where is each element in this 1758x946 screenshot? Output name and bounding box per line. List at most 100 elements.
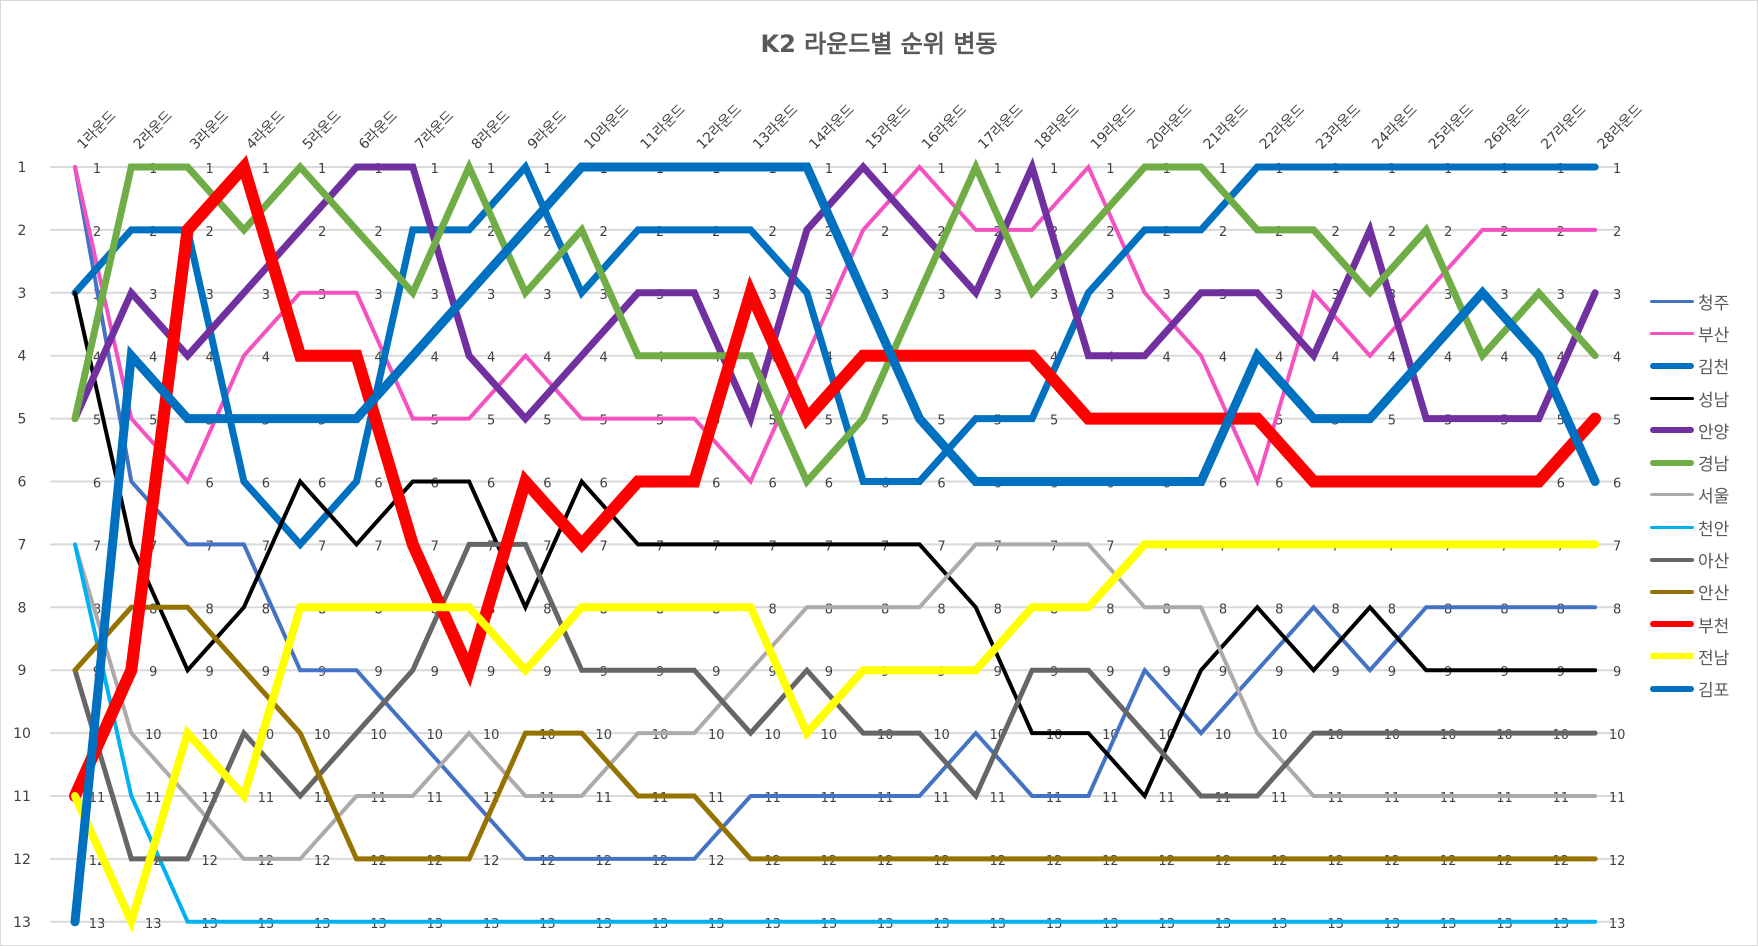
data-label: 5 <box>1388 414 1396 429</box>
data-label: 5 <box>543 414 551 429</box>
data-label: 11 <box>1327 791 1344 806</box>
y-tick-label: 12 <box>13 852 31 868</box>
x-tick-label: 15라운드 <box>863 102 914 153</box>
data-label: 9 <box>149 665 157 680</box>
data-label: 2 <box>487 225 495 240</box>
data-label: 11 <box>145 791 162 806</box>
series-line-경남[interactable] <box>71 158 1599 488</box>
data-label: 4 <box>543 351 551 366</box>
data-label: 4 <box>262 351 270 366</box>
series-line-성남[interactable] <box>73 290 1598 800</box>
y-tick-label: 1 <box>18 160 27 176</box>
data-label: 9 <box>1219 665 1227 680</box>
series-line-부천[interactable] <box>69 155 1602 802</box>
legend-item[interactable]: 아산 <box>1650 543 1729 575</box>
legend-item[interactable]: 부천 <box>1650 608 1729 640</box>
series-line-부산[interactable] <box>73 163 1598 488</box>
data-label: 8 <box>881 602 889 617</box>
data-label: 13 <box>652 917 669 932</box>
data-label: 6 <box>205 477 213 492</box>
legend-item[interactable]: 부산 <box>1650 317 1729 349</box>
series-line-청주[interactable] <box>73 165 1598 861</box>
legend-item[interactable]: 김천 <box>1650 350 1729 382</box>
chart-title: K2 라운드별 순위 변동 <box>760 30 998 58</box>
legend-item[interactable]: 안산 <box>1650 576 1729 608</box>
data-label: 1 <box>994 162 1002 177</box>
legend-item[interactable]: 경남 <box>1650 446 1729 478</box>
data-label: 8 <box>1500 602 1508 617</box>
data-label: 2 <box>1331 225 1339 240</box>
data-label: 6 <box>318 477 326 492</box>
data-label: 10 <box>370 728 387 743</box>
data-label: 3 <box>205 288 213 303</box>
legend-item[interactable]: 서울 <box>1650 479 1729 511</box>
x-tick-label: 21라운드 <box>1201 102 1252 153</box>
data-label: 6 <box>93 477 101 492</box>
data-label: 12 <box>314 854 331 869</box>
data-label: 7 <box>543 539 551 554</box>
data-label: 3 <box>1444 288 1452 303</box>
legend-item[interactable]: 청주 <box>1650 285 1729 317</box>
data-label: 9 <box>543 665 551 680</box>
x-tick-label: 16라운드 <box>919 102 970 153</box>
data-label: 9 <box>318 665 326 680</box>
data-label: 12 <box>201 854 218 869</box>
data-label: 10 <box>1215 728 1232 743</box>
data-label: 3 <box>1500 288 1508 303</box>
data-label: 3 <box>487 288 495 303</box>
series-line-천안[interactable] <box>73 542 1598 924</box>
data-label: 4 <box>1444 351 1452 366</box>
data-label: 2 <box>1557 225 1565 240</box>
series-line-안산[interactable] <box>72 604 1598 862</box>
x-tick-label: 11라운드 <box>638 102 689 153</box>
data-label: 8 <box>1613 602 1621 617</box>
data-label: 10 <box>933 728 950 743</box>
data-label: 9 <box>1613 665 1621 680</box>
legend-swatch-icon <box>1650 427 1694 434</box>
data-label: 11 <box>764 791 781 806</box>
data-label: 3 <box>1557 288 1565 303</box>
data-label: 4 <box>1219 351 1227 366</box>
data-label: 4 <box>487 351 495 366</box>
data-label: 8 <box>1219 602 1227 617</box>
y-tick-label: 11 <box>13 789 31 805</box>
data-label: 13 <box>1553 917 1570 932</box>
y-tick-label: 2 <box>18 223 27 239</box>
data-label: 4 <box>149 351 157 366</box>
x-tick-label: 19라운드 <box>1088 102 1139 153</box>
data-label: 6 <box>431 477 439 492</box>
legend-label: 성남 <box>1698 390 1730 411</box>
data-label: 11 <box>1553 791 1570 806</box>
data-label: 7 <box>1050 539 1058 554</box>
series-line-서울[interactable] <box>73 542 1598 861</box>
legend-item[interactable]: 안양 <box>1650 414 1729 446</box>
data-label: 13 <box>1271 917 1288 932</box>
series-line-전남[interactable] <box>71 540 1600 934</box>
data-label: 7 <box>1106 539 1114 554</box>
data-label: 2 <box>881 225 889 240</box>
data-label: 2 <box>1388 225 1396 240</box>
legend-swatch-icon <box>1650 396 1694 400</box>
x-tick-label: 25라운드 <box>1426 102 1477 153</box>
data-label: 3 <box>712 288 720 303</box>
data-label: 6 <box>543 477 551 492</box>
data-label: 7 <box>431 539 439 554</box>
data-label: 1 <box>825 162 833 177</box>
data-label: 6 <box>768 477 776 492</box>
data-label: 5 <box>149 414 157 429</box>
data-label: 11 <box>370 791 387 806</box>
legend-item[interactable]: 전남 <box>1650 640 1729 672</box>
legend-item[interactable]: 김포 <box>1650 673 1729 705</box>
data-label: 3 <box>937 288 945 303</box>
data-label: 6 <box>262 477 270 492</box>
series-line-김포[interactable] <box>70 162 1600 927</box>
data-label: 11 <box>933 791 950 806</box>
data-label: 6 <box>374 477 382 492</box>
legend-label: 김포 <box>1698 681 1730 702</box>
legend-item[interactable]: 천안 <box>1650 511 1729 543</box>
legend-item[interactable]: 성남 <box>1650 382 1729 414</box>
data-label: 7 <box>318 539 326 554</box>
data-label: 3 <box>825 288 833 303</box>
data-label: 1 <box>1106 162 1114 177</box>
data-label: 8 <box>994 602 1002 617</box>
